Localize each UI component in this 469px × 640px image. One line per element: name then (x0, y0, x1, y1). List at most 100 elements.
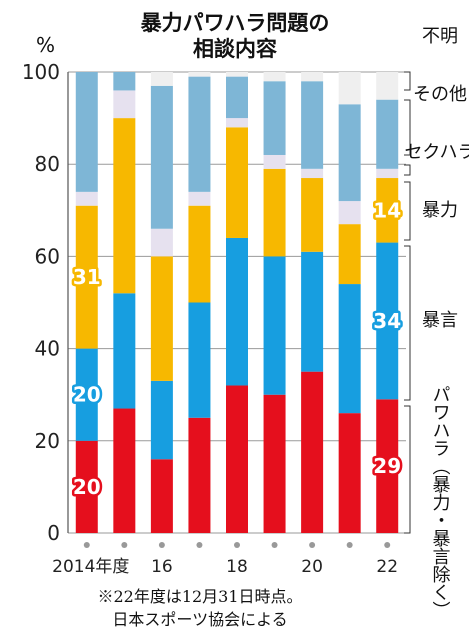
x-tick-dot (271, 542, 278, 548)
bar-segment (226, 385, 248, 533)
bar-segment (226, 118, 248, 128)
bars (75, 72, 399, 533)
y-tick-label: 20 (35, 429, 60, 453)
bar-segment (188, 417, 211, 533)
bar-segment (263, 81, 286, 155)
x-tick-label: 2014年度 (52, 557, 129, 577)
bar-segment (263, 256, 286, 395)
legend-bracket (404, 245, 411, 401)
legend-label: パワハラ（暴力・暴言除く） (430, 385, 451, 619)
legend-bracket (404, 164, 411, 176)
bar-segment (338, 413, 361, 533)
legend-bracket (404, 405, 411, 534)
bar-segment (226, 76, 248, 119)
bar-segment (188, 205, 211, 303)
x-tick-dot (309, 542, 316, 548)
bar-segment (75, 348, 98, 441)
bar-segment (150, 380, 173, 460)
bar-segment (113, 72, 136, 91)
bar-segment (188, 76, 211, 192)
legend-label: セクハラ (404, 142, 469, 163)
bar-segment (150, 228, 173, 257)
legend-bracket (404, 71, 411, 91)
legend-label: 暴力 (422, 200, 458, 221)
legend-label: 不明 (422, 26, 458, 47)
bar-segment (376, 242, 399, 400)
bar-segment (338, 224, 361, 285)
legend-label: その他 (413, 84, 467, 105)
bar-segment (301, 168, 324, 179)
x-tick-label: 20 (301, 557, 323, 577)
data-label: 20 (73, 383, 101, 407)
x-tick-label: 22 (376, 557, 398, 577)
bar-segment (301, 251, 324, 372)
bar-segment (150, 256, 173, 381)
bar-segment (263, 72, 286, 82)
y-tick-label: 80 (35, 152, 60, 176)
y-axis-ticks: 0 20 40 60 80 100 (22, 60, 60, 545)
bar-segment (75, 72, 98, 192)
bar-segment (188, 302, 211, 418)
legend-bracket (404, 99, 411, 156)
bar-segment (226, 237, 248, 386)
bar-segment (376, 72, 399, 100)
x-tick-label: 18 (226, 557, 248, 577)
bar-segment (75, 191, 98, 206)
chart-title-line-1: 暴力パワハラ問題の (141, 11, 330, 35)
bar-segment (75, 440, 98, 533)
bar-segment (113, 408, 136, 533)
y-tick-label: 40 (35, 337, 60, 361)
x-axis-ticks: 2014年度 16 18 20 22 (52, 542, 398, 577)
data-label: 31 (73, 265, 101, 289)
y-unit-label: % (36, 33, 55, 57)
data-label: 14 (373, 198, 401, 222)
chart-title-line-2: 相談内容 (193, 37, 277, 61)
bar-segment (376, 399, 399, 533)
bar-segment (226, 72, 248, 77)
x-tick-dot (83, 542, 90, 548)
bar-segment (338, 72, 361, 105)
x-tick-dot (121, 542, 128, 548)
bar-segment (301, 178, 324, 252)
y-tick-label: 0 (47, 521, 60, 545)
bar-segment (150, 85, 173, 229)
x-tick-dot (346, 542, 353, 548)
bar-segment (263, 394, 286, 533)
bar-segment (263, 154, 286, 169)
bar-segment (113, 293, 136, 409)
x-tick-dot (384, 542, 391, 548)
bar-segment (75, 205, 98, 349)
bar-segment (150, 72, 173, 86)
data-labels: 31 20 20 14 34 29 (70, 196, 403, 502)
bar-segment (301, 72, 324, 82)
bar-segment (376, 168, 399, 179)
y-tick-label: 100 (22, 60, 60, 84)
y-tick-label: 60 (35, 244, 60, 268)
legend-label: 暴言 (422, 310, 458, 331)
note-line-1: ※22年度は12月31日時点。 (97, 587, 302, 606)
bar-segment (338, 201, 361, 225)
bar-segment (338, 104, 361, 202)
x-tick-dot (196, 542, 203, 548)
note-line-2: 日本スポーツ協会による (112, 610, 287, 629)
legend-bracket (404, 181, 411, 241)
bar-segment (150, 459, 173, 533)
bar-segment (113, 118, 136, 294)
x-tick-dot (158, 542, 165, 548)
data-label: 29 (373, 454, 401, 478)
bar-segment (301, 371, 324, 533)
bar-segment (188, 72, 211, 77)
data-label: 20 (73, 475, 101, 499)
bar-segment (301, 81, 324, 169)
data-label: 34 (373, 309, 401, 333)
bar-segment (376, 178, 399, 243)
bar-segment (263, 168, 286, 257)
bar-segment (226, 127, 248, 238)
bar-segment (113, 90, 136, 119)
x-tick-dot (234, 542, 240, 548)
bar-segment (338, 284, 361, 414)
bar-segment (376, 99, 399, 169)
x-tick-label: 16 (151, 557, 173, 577)
